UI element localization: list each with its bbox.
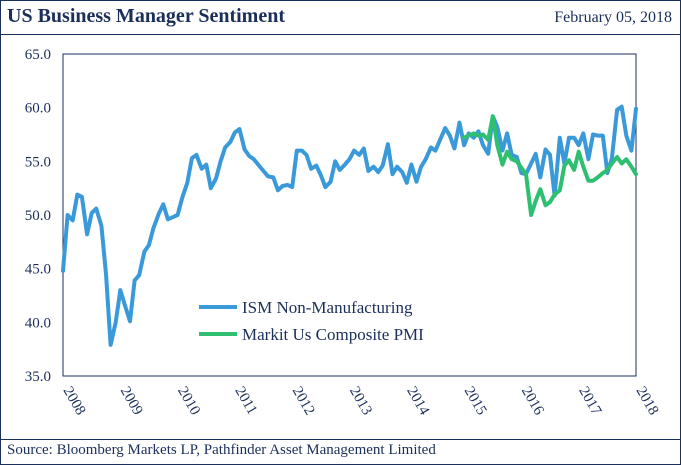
y-tick-label: 35.0 — [25, 369, 51, 385]
x-tick-label: 2016 — [518, 384, 547, 418]
y-tick-label: 55.0 — [25, 154, 51, 170]
legend-label-ism: ISM Non-Manufacturing — [242, 298, 413, 317]
report-date: February 05, 2018 — [554, 9, 672, 26]
x-tick-label: 2012 — [289, 384, 318, 418]
x-tick-label: 2014 — [403, 384, 432, 418]
y-tick-label: 65.0 — [25, 47, 51, 63]
legend: ISM Non-Manufacturing Markit Us Composit… — [199, 298, 424, 344]
ism-series-line — [61, 104, 638, 347]
header-divider — [1, 34, 680, 35]
x-tick-label: 2009 — [117, 384, 146, 418]
x-tick-label: 2015 — [461, 384, 490, 418]
x-tick-label: 2018 — [633, 384, 662, 418]
x-tick-label: 2011 — [231, 384, 260, 418]
chart-title: US Business Manager Sentiment — [7, 5, 285, 27]
markit-series-line — [462, 114, 638, 217]
x-tick-label: 2013 — [346, 384, 375, 418]
x-axis-ticks: 2008 2009 2010 2011 2012 2013 2014 2015 2016 2017… — [60, 384, 662, 418]
plot-area — [62, 53, 637, 377]
legend-label-markit: Markit Us Composite PMI — [242, 325, 424, 344]
y-axis-ticks: 35.0 40.0 45.0 50.0 55.0 60.0 65.0 — [25, 47, 51, 385]
source-note: Source: Bloomberg Markets LP, Pathfinder… — [7, 442, 436, 458]
footer-divider — [1, 439, 680, 440]
y-tick-label: 45.0 — [25, 262, 51, 278]
y-tick-label: 60.0 — [25, 101, 51, 117]
y-tick-label: 40.0 — [25, 315, 51, 331]
series-lines — [61, 104, 638, 347]
x-tick-label: 2010 — [174, 384, 203, 418]
x-tick-label: 2017 — [575, 384, 604, 418]
y-tick-label: 50.0 — [25, 208, 51, 224]
x-tick-label: 2008 — [60, 384, 89, 418]
